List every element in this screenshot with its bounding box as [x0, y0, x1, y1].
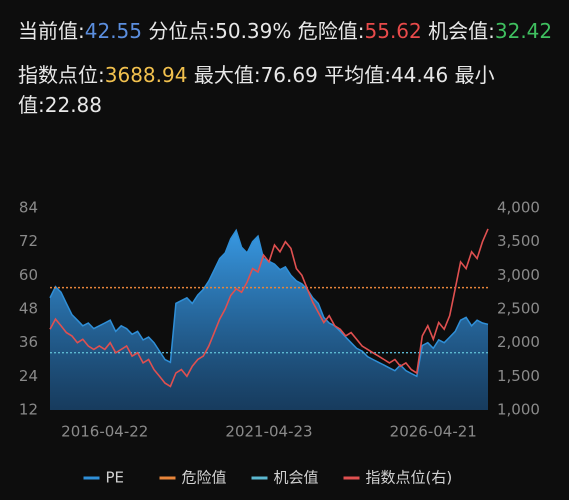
x-tick-label: 2016-04-22: [61, 423, 148, 441]
stat-value: 50.39%: [215, 19, 292, 43]
line: [49, 228, 489, 388]
y-tick-label: 72: [19, 232, 38, 250]
y-tick-label: 24: [19, 367, 38, 385]
y2-tick-label: 4,000: [497, 199, 540, 217]
stat-label: 最大值:: [193, 63, 261, 87]
stat-value: 32.42: [494, 19, 553, 43]
stat-label: 平均值:: [324, 63, 391, 87]
header: 当前值:42.55 分位点:50.39% 危险值:55.62 机会值:32.42…: [18, 16, 558, 134]
stat-value: 76.69: [260, 63, 318, 87]
y-tick-label: 60: [19, 266, 38, 284]
y2-tick-label: 1,500: [497, 367, 540, 385]
y2-tick-label: 2,500: [497, 300, 540, 318]
y2-tick-label: 2,000: [497, 333, 540, 351]
stat-value: 3688.94: [104, 63, 188, 87]
area: [50, 230, 488, 410]
y-tick-label: 12: [19, 401, 38, 419]
stat-label: 最小值:: [18, 63, 495, 117]
y-tick-label: 48: [19, 300, 38, 318]
stat-label: 分位点:: [148, 19, 216, 43]
stat-label: 指数点位:: [18, 63, 105, 87]
stat-label: 机会值:: [428, 19, 495, 43]
y2-tick-label: 3,500: [497, 232, 540, 250]
legend-label: 危险值: [182, 469, 227, 487]
x-tick-label: 2021-04-23: [225, 423, 312, 441]
stat-value: 55.62: [364, 19, 422, 43]
y2-tick-label: 1,000: [497, 401, 540, 419]
stat-label: 当前值:: [18, 19, 85, 43]
x-tick-label: 2026-04-21: [390, 423, 477, 441]
stat-value: 22.88: [44, 93, 103, 117]
stat-value: 44.46: [390, 63, 449, 87]
stat-value: 42.55: [84, 19, 143, 43]
legend-label: PE: [106, 469, 125, 487]
y-tick-label: 36: [19, 333, 38, 351]
stat-label: 危险值:: [297, 19, 365, 43]
legend-label: 机会值: [274, 469, 319, 487]
stats-line: 当前值:42.55 分位点:50.39% 危险值:55.62 机会值:32.42: [18, 16, 558, 46]
stats-line: 指数点位:3688.94 最大值:76.69 平均值:44.46 最小值:22.…: [18, 60, 558, 120]
y2-tick-label: 3,000: [497, 266, 540, 284]
y-tick-label: 84: [19, 199, 38, 217]
legend-label: 指数点位(右): [366, 469, 453, 487]
